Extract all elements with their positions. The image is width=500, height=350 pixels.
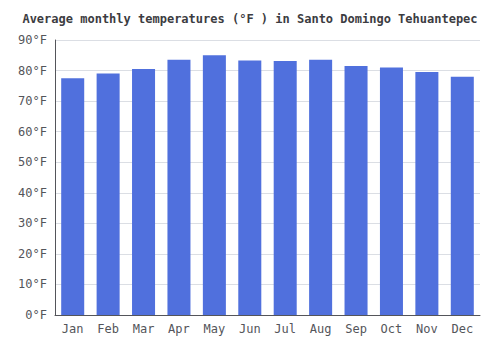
svg-text:Jun: Jun bbox=[239, 322, 261, 336]
svg-text:90°F: 90°F bbox=[18, 33, 47, 47]
svg-text:Oct: Oct bbox=[381, 322, 403, 336]
svg-text:30°F: 30°F bbox=[18, 216, 47, 230]
svg-text:Nov: Nov bbox=[416, 322, 438, 336]
svg-text:50°F: 50°F bbox=[18, 155, 47, 169]
svg-text:Average monthly temperatures (: Average monthly temperatures (°F ) in Sa… bbox=[22, 12, 477, 26]
svg-text:Jan: Jan bbox=[62, 322, 84, 336]
svg-text:70°F: 70°F bbox=[18, 94, 47, 108]
svg-text:Sep: Sep bbox=[345, 322, 367, 336]
svg-text:Aug: Aug bbox=[310, 322, 332, 336]
svg-text:20°F: 20°F bbox=[18, 247, 47, 261]
svg-text:10°F: 10°F bbox=[18, 277, 47, 291]
svg-text:0°F: 0°F bbox=[25, 308, 47, 322]
svg-text:40°F: 40°F bbox=[18, 186, 47, 200]
svg-text:May: May bbox=[204, 322, 226, 336]
svg-text:Apr: Apr bbox=[168, 322, 190, 336]
svg-text:Dec: Dec bbox=[451, 322, 473, 336]
svg-text:Feb: Feb bbox=[97, 322, 119, 336]
svg-text:Mar: Mar bbox=[133, 322, 155, 336]
svg-text:Jul: Jul bbox=[274, 322, 296, 336]
svg-text:60°F: 60°F bbox=[18, 125, 47, 139]
svg-text:80°F: 80°F bbox=[18, 64, 47, 78]
